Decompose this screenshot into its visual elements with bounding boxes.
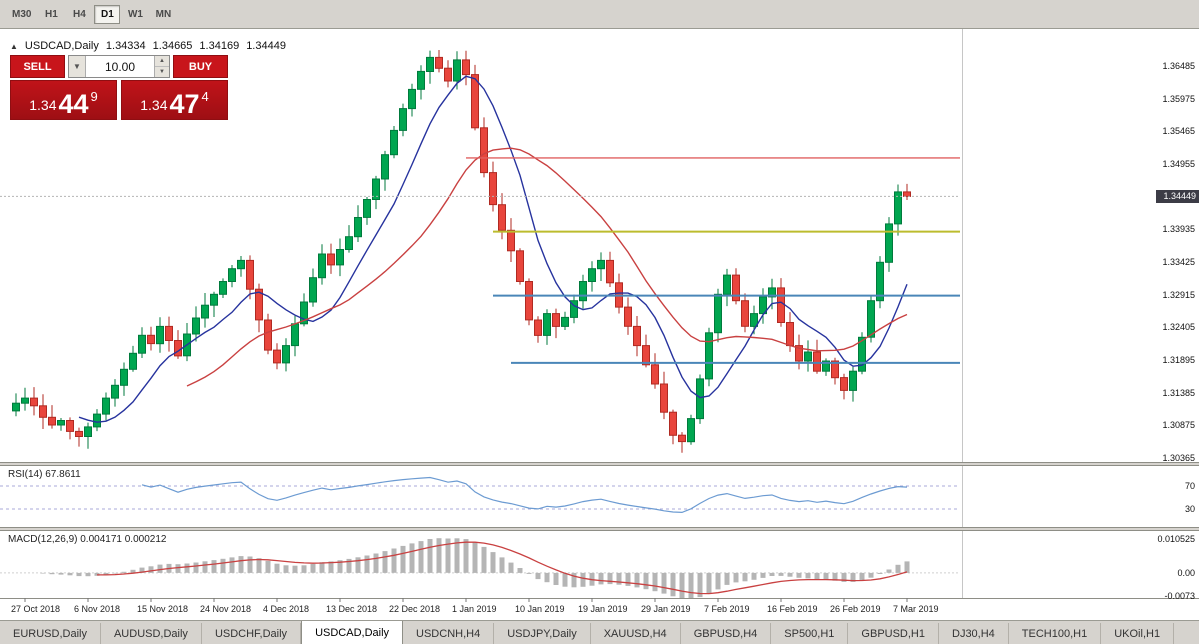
- sell-button[interactable]: SELL: [10, 55, 65, 78]
- rsi-indicator-label: RSI(14) 67.8611: [8, 469, 81, 480]
- tab-usdcad-daily[interactable]: USDCAD,Daily: [301, 621, 404, 644]
- price-axis-label: 1.31895: [1162, 354, 1195, 365]
- buy-price-pips: 47: [169, 88, 200, 119]
- rsi-axis-label: 70: [1184, 481, 1195, 491]
- macd-axis-label: 0.00: [1177, 567, 1195, 578]
- price-axis-label: 1.31385: [1162, 387, 1195, 398]
- date-axis-label: 29 Jan 2019: [641, 604, 691, 614]
- tab-ukoil-h1[interactable]: UKOil,H1: [1101, 623, 1175, 644]
- tab-sp500-h1[interactable]: SP500,H1: [771, 623, 849, 644]
- macd-axis-label: -0.0073: [1164, 591, 1195, 602]
- rsi-panel[interactable]: [0, 466, 1199, 527]
- timeframe-button-h4[interactable]: H4: [73, 8, 86, 20]
- date-axis-label: 13 Dec 2018: [326, 604, 378, 614]
- tab-eurusd-daily[interactable]: EURUSD,Daily: [0, 623, 101, 644]
- date-axis-label: 7 Feb 2019: [704, 604, 750, 614]
- price-axis-label: 1.36485: [1162, 61, 1195, 71]
- volume-down-icon[interactable]: ▼: [155, 67, 169, 77]
- timeframe-button-m30[interactable]: M30: [12, 8, 32, 20]
- rsi-axis-label: 30: [1184, 504, 1195, 514]
- tab-gbpusd-h4[interactable]: GBPUSD,H4: [680, 623, 772, 644]
- ohlc-low: 1.34169: [199, 40, 240, 52]
- ohlc-close: 1.34449: [246, 40, 286, 52]
- price-axis-label: 1.34955: [1162, 158, 1195, 169]
- timeframe-button-w1[interactable]: W1: [127, 8, 143, 20]
- price-axis-label: 1.35975: [1162, 93, 1195, 104]
- date-axis-label: 6 Nov 2018: [74, 604, 121, 614]
- buy-price-pipette: 4: [201, 89, 209, 104]
- date-axis-label: 16 Feb 2019: [767, 604, 818, 614]
- one-click-trading-widget: SELL ▼ 10.00 ▲ ▼ BUY 1.34 44 9 1.34 47 4: [10, 55, 228, 120]
- sell-price-pipette: 9: [90, 89, 98, 104]
- date-axis-label: 4 Dec 2018: [263, 604, 310, 614]
- buy-price-base: 1.34: [140, 97, 168, 113]
- price-axis-label: 1.32915: [1162, 289, 1195, 300]
- tab-usdjpy-daily[interactable]: USDJPY,Daily: [494, 623, 591, 644]
- macd-indicator-label: MACD(12,26,9) 0.004171 0.000212: [8, 534, 167, 545]
- tab-usdcnh-h4[interactable]: USDCNH,H4: [403, 623, 495, 644]
- tab-audusd-daily[interactable]: AUDUSD,Daily: [100, 623, 202, 644]
- tab-xauusd-h4[interactable]: XAUUSD,H4: [590, 623, 681, 644]
- volume-input[interactable]: 10.00: [104, 59, 136, 74]
- tab-usdchf-daily[interactable]: USDCHF,Daily: [201, 623, 302, 644]
- ohlc-open: 1.34334: [105, 40, 146, 52]
- ohlc-high: 1.34665: [152, 40, 193, 52]
- date-axis-label: 7 Mar 2019: [893, 604, 939, 614]
- sell-price-pips: 44: [58, 88, 89, 119]
- date-axis-label: 1 Jan 2019: [452, 604, 497, 614]
- tab-tech100-h1[interactable]: TECH100,H1: [1008, 623, 1102, 644]
- tab-gbpusd-h1[interactable]: GBPUSD,H1: [848, 623, 939, 644]
- timeframe-toolbar: M30 H1 H4 D1 W1 MN: [0, 0, 1199, 29]
- date-axis-label: 15 Nov 2018: [137, 604, 189, 614]
- date-axis-label: 19 Jan 2019: [578, 604, 628, 614]
- date-axis-label: 10 Jan 2019: [515, 604, 565, 614]
- panel-splitter[interactable]: [0, 462, 1199, 466]
- symbol-ohlc-readout: ▲ USDCAD,Daily 1.34334 1.34665 1.34169 1…: [10, 40, 286, 52]
- date-axis-label: 22 Dec 2018: [389, 604, 441, 614]
- date-axis-label: 24 Nov 2018: [200, 604, 252, 614]
- price-axis-label: 1.32405: [1162, 322, 1195, 333]
- sell-price-button[interactable]: 1.34 44 9: [10, 80, 117, 120]
- panel-splitter[interactable]: [0, 527, 1199, 531]
- date-axis-label: 26 Feb 2019: [830, 604, 881, 614]
- volume-control: ▼ 10.00 ▲ ▼: [68, 55, 170, 78]
- date-axis: [0, 598, 1199, 620]
- buy-button[interactable]: BUY: [173, 55, 228, 78]
- price-axis-label: 1.33935: [1162, 224, 1195, 235]
- date-axis-label: 27 Oct 2018: [11, 604, 61, 614]
- tab-dj30-h4[interactable]: DJ30,H4: [939, 623, 1009, 644]
- volume-dropdown-icon[interactable]: ▼: [69, 56, 86, 77]
- volume-spinner: ▲ ▼: [154, 56, 169, 77]
- sell-price-base: 1.34: [29, 97, 57, 113]
- price-axis-label: 1.33425: [1162, 256, 1195, 267]
- volume-up-icon[interactable]: ▲: [155, 56, 169, 67]
- timeframe-button-mn[interactable]: MN: [155, 8, 172, 20]
- timeframe-button-h1[interactable]: H1: [45, 8, 58, 20]
- price-axis-label: 1.30365: [1162, 452, 1195, 463]
- price-axis-label: 1.35465: [1162, 126, 1195, 137]
- macd-axis-label: 0.010525: [1157, 533, 1195, 544]
- price-axis-label: 1.30875: [1162, 420, 1195, 431]
- one-click-collapse-icon[interactable]: ▲: [10, 41, 18, 51]
- symbol-title: USDCAD,Daily: [24, 40, 99, 52]
- timeframe-button-d1[interactable]: D1: [94, 4, 121, 24]
- price-axis-border: [962, 29, 963, 598]
- buy-price-button[interactable]: 1.34 47 4: [121, 80, 228, 120]
- macd-panel[interactable]: [0, 531, 1199, 598]
- current-price-badge: 1.34449: [1156, 189, 1199, 203]
- chart-tabs-bar: EURUSD,Daily AUDUSD,Daily USDCHF,Daily USDC…: [0, 620, 1199, 644]
